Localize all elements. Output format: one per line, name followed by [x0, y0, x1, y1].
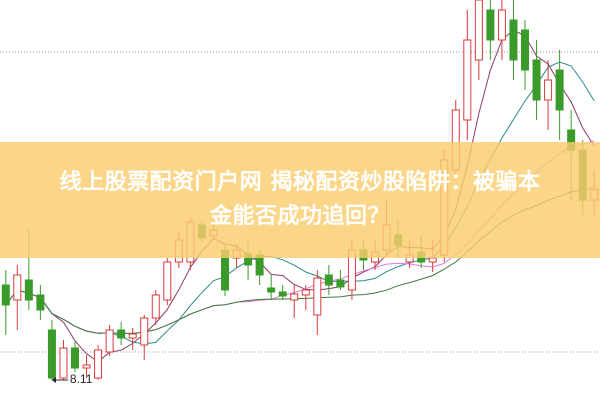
candle — [521, 20, 529, 90]
candle-body — [255, 254, 264, 276]
candle — [313, 270, 322, 335]
candle-body — [509, 19, 518, 61]
candle-body — [555, 69, 564, 111]
candle-body — [13, 274, 22, 301]
title-line-2: 金能否成功追回？ — [209, 204, 390, 229]
candle-body — [94, 349, 103, 379]
candle-body — [59, 347, 68, 379]
candle — [532, 40, 541, 120]
candle-body — [71, 347, 79, 369]
candle — [140, 315, 149, 360]
candle — [474, 0, 483, 80]
candle — [47, 320, 56, 380]
candle-body — [278, 291, 287, 297]
candle — [82, 355, 91, 378]
candle — [267, 275, 276, 300]
candle-body — [428, 257, 437, 263]
candle-body — [163, 261, 172, 301]
candle — [278, 285, 287, 300]
candle — [555, 50, 564, 140]
candle-body — [151, 294, 160, 319]
candle-body — [463, 39, 472, 121]
candle — [128, 328, 137, 350]
candle-body — [117, 329, 126, 339]
candle — [163, 258, 172, 305]
candle — [71, 340, 79, 372]
candle-body — [267, 287, 276, 293]
candle — [544, 60, 553, 130]
candle — [497, 0, 506, 60]
candle-body — [47, 329, 56, 379]
candle-body — [24, 279, 33, 301]
low-price-label: 8.11 — [69, 372, 93, 386]
candle-body — [140, 317, 149, 346]
candle-body — [1, 284, 10, 306]
candle — [290, 285, 299, 318]
candle-body — [486, 9, 495, 41]
candle — [13, 265, 22, 330]
candle — [336, 270, 345, 290]
candle — [509, 0, 518, 80]
candle-body — [521, 29, 529, 71]
candle-body — [290, 293, 299, 301]
candle-body — [105, 329, 114, 353]
candle — [463, 10, 472, 140]
candle — [151, 290, 160, 325]
candle — [324, 265, 333, 295]
title-banner: 线上股票配资门户网 揭秘配资炒股陷阱：被骗本 金能否成功追回？ — [0, 142, 600, 258]
candle — [36, 285, 45, 320]
low-annotation — [51, 377, 68, 383]
candle — [117, 322, 126, 345]
ma5-line — [5, 29, 595, 363]
candle — [486, 0, 495, 60]
candle-body — [474, 0, 483, 61]
candle-body — [301, 289, 310, 296]
candle-body — [82, 364, 91, 369]
candle-body — [36, 294, 45, 311]
candle-body — [336, 279, 345, 288]
candle — [105, 325, 114, 356]
candle-body — [313, 277, 322, 316]
candle-body — [544, 79, 553, 101]
candle — [94, 345, 103, 380]
candle — [301, 285, 310, 310]
candle-body — [497, 9, 506, 41]
candle — [59, 340, 68, 380]
candle — [1, 270, 10, 335]
candle-body — [128, 333, 137, 339]
arrow-head-icon — [51, 377, 56, 383]
candle-body — [532, 59, 541, 101]
candle-body — [324, 274, 333, 286]
title-line-1: 线上股票配资门户网 揭秘配资炒股陷阱：被骗本 — [59, 170, 541, 195]
